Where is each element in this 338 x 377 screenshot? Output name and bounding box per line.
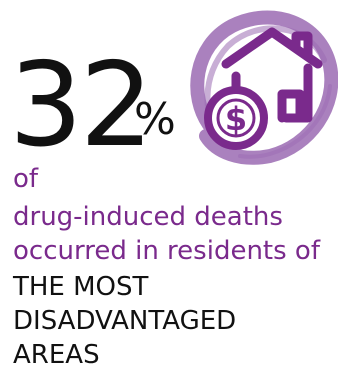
description-line-2: drug-induced deaths: [13, 202, 283, 232]
house-dollar-icon: $: [180, 6, 338, 166]
description-line-3: occurred in residents of: [13, 236, 320, 266]
stat-unit: %: [134, 94, 176, 145]
svg-text:$: $: [225, 100, 247, 138]
dollar-coin-icon: $: [204, 86, 268, 150]
house-icon: [221, 27, 323, 123]
stat-value: 32: [9, 38, 154, 173]
emphasis-line-1: THE MOST: [13, 272, 149, 302]
emphasis-line-2: DISADVANTAGED: [13, 306, 237, 336]
description-line-1: of: [13, 164, 39, 194]
emphasis-line-3: AREAS: [13, 340, 100, 370]
